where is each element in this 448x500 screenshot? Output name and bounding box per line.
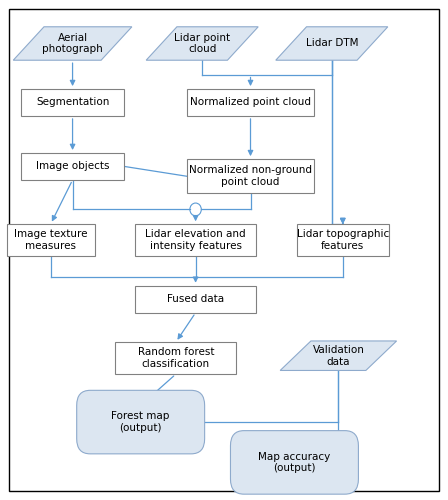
Text: Lidar topographic
features: Lidar topographic features	[297, 230, 389, 251]
FancyBboxPatch shape	[7, 224, 95, 256]
Text: Aerial
photograph: Aerial photograph	[42, 32, 103, 54]
Text: Segmentation: Segmentation	[36, 98, 109, 108]
FancyBboxPatch shape	[77, 390, 205, 454]
FancyBboxPatch shape	[230, 430, 358, 494]
Text: Lidar point
cloud: Lidar point cloud	[174, 32, 230, 54]
Polygon shape	[146, 27, 258, 60]
Text: Image objects: Image objects	[36, 162, 109, 172]
FancyBboxPatch shape	[135, 286, 256, 312]
Text: Lidar elevation and
intensity features: Lidar elevation and intensity features	[145, 230, 246, 251]
FancyBboxPatch shape	[116, 342, 236, 374]
Text: Normalized non-ground
point cloud: Normalized non-ground point cloud	[189, 166, 312, 187]
Polygon shape	[280, 341, 396, 370]
Text: Normalized point cloud: Normalized point cloud	[190, 98, 311, 108]
Text: Image texture
measures: Image texture measures	[14, 230, 87, 251]
Text: Lidar DTM: Lidar DTM	[306, 38, 358, 48]
Text: Fused data: Fused data	[167, 294, 224, 304]
FancyBboxPatch shape	[297, 224, 389, 256]
Text: Forest map
(output): Forest map (output)	[112, 412, 170, 433]
FancyBboxPatch shape	[21, 153, 124, 180]
Text: Map accuracy
(output): Map accuracy (output)	[258, 452, 331, 473]
FancyBboxPatch shape	[187, 89, 314, 116]
Polygon shape	[276, 27, 388, 60]
Text: Validation
data: Validation data	[312, 345, 364, 366]
Text: Random forest
classification: Random forest classification	[138, 348, 214, 369]
FancyBboxPatch shape	[187, 159, 314, 194]
FancyBboxPatch shape	[135, 224, 256, 256]
Polygon shape	[13, 27, 132, 60]
FancyBboxPatch shape	[21, 89, 124, 116]
